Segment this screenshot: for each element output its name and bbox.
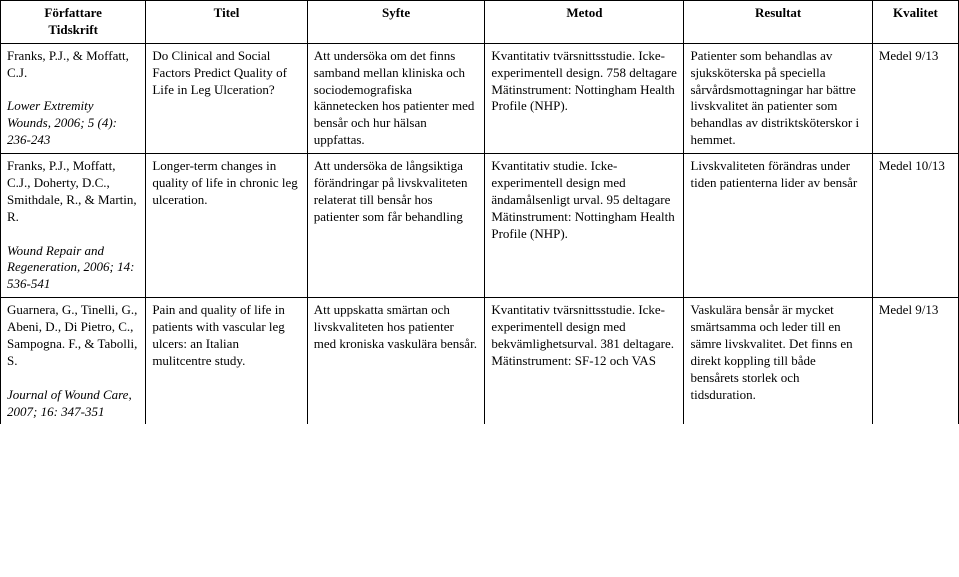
cell-author: Franks, P.J., Moffatt, C.J., Doherty, D.… bbox=[1, 154, 146, 298]
cell-title: Do Clinical and Social Factors Predict Q… bbox=[146, 43, 307, 153]
cell-method: Kvantitativ tvärsnittsstudie. Icke-exper… bbox=[485, 298, 684, 425]
header-purpose: Syfte bbox=[307, 1, 485, 44]
cell-result: Vaskulära bensår är mycket smärtsamma oc… bbox=[684, 298, 872, 425]
cell-result: Patienter som behandlas av sjuksköterska… bbox=[684, 43, 872, 153]
cell-author: Guarnera, G., Tinelli, G., Abeni, D., Di… bbox=[1, 298, 146, 425]
header-result: Resultat bbox=[684, 1, 872, 44]
header-row: FörfattareTidskrift Titel Syfte Metod Re… bbox=[1, 1, 959, 44]
literature-table: FörfattareTidskrift Titel Syfte Metod Re… bbox=[0, 0, 959, 424]
cell-quality: Medel 9/13 bbox=[872, 43, 958, 153]
header-quality: Kvalitet bbox=[872, 1, 958, 44]
cell-method: Kvantitativ studie. Icke-experimentell d… bbox=[485, 154, 684, 298]
table-row: Franks, P.J., Moffatt, C.J., Doherty, D.… bbox=[1, 154, 959, 298]
table-row: Guarnera, G., Tinelli, G., Abeni, D., Di… bbox=[1, 298, 959, 425]
author-journal: Lower Extremity Wounds, 2006; 5 (4): 236… bbox=[7, 98, 117, 147]
cell-title: Pain and quality of life in patients wit… bbox=[146, 298, 307, 425]
author-journal: Wound Repair and Regeneration, 2006; 14:… bbox=[7, 243, 134, 292]
author-names: Guarnera, G., Tinelli, G., Abeni, D., Di… bbox=[7, 302, 137, 368]
cell-quality: Medel 9/13 bbox=[872, 298, 958, 425]
cell-title: Longer-term changes in quality of life i… bbox=[146, 154, 307, 298]
author-names: Franks, P.J., & Moffatt, C.J. bbox=[7, 48, 129, 80]
cell-purpose: Att uppskatta smärtan och livskvaliteten… bbox=[307, 298, 485, 425]
cell-purpose: Att undersöka de långsiktiga förändringa… bbox=[307, 154, 485, 298]
cell-quality: Medel 10/13 bbox=[872, 154, 958, 298]
header-author: FörfattareTidskrift bbox=[1, 1, 146, 44]
header-method: Metod bbox=[485, 1, 684, 44]
header-title: Titel bbox=[146, 1, 307, 44]
cell-author: Franks, P.J., & Moffatt, C.J. Lower Extr… bbox=[1, 43, 146, 153]
cell-method: Kvantitativ tvärsnittsstudie. Icke-exper… bbox=[485, 43, 684, 153]
cell-purpose: Att undersöka om det finns samband mella… bbox=[307, 43, 485, 153]
table-row: Franks, P.J., & Moffatt, C.J. Lower Extr… bbox=[1, 43, 959, 153]
author-journal: Journal of Wound Care, 2007; 16: 347-351 bbox=[7, 387, 132, 419]
author-names: Franks, P.J., Moffatt, C.J., Doherty, D.… bbox=[7, 158, 137, 224]
cell-result: Livskvaliteten förändras under tiden pat… bbox=[684, 154, 872, 298]
